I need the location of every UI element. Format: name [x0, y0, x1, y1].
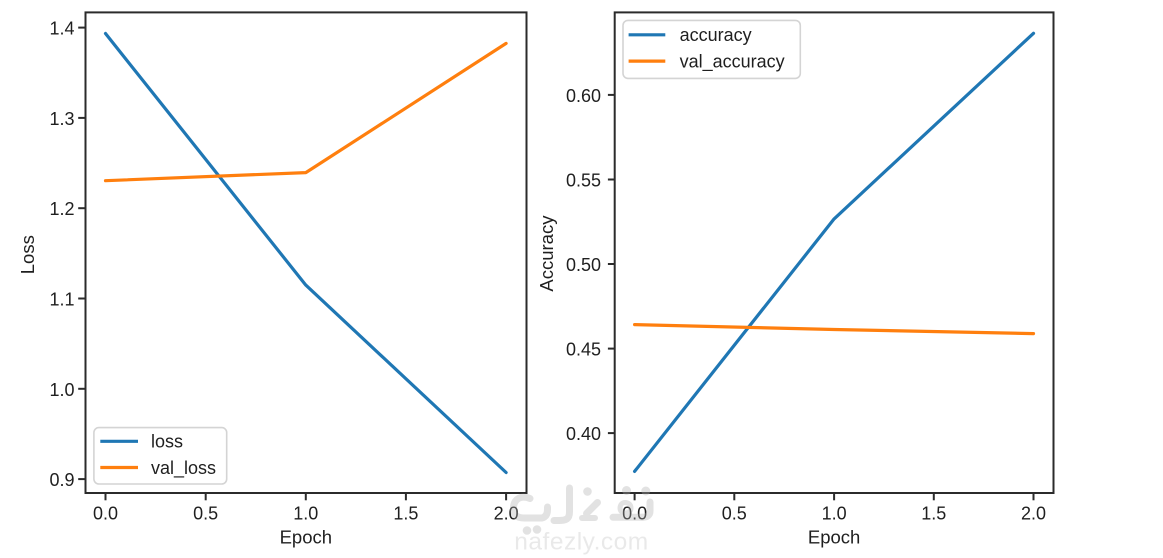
svg-text:1.4: 1.4	[49, 19, 74, 39]
svg-text:loss: loss	[151, 432, 183, 452]
svg-text:1.3: 1.3	[49, 109, 74, 129]
svg-text:1.0: 1.0	[822, 504, 847, 524]
svg-text:Loss: Loss	[17, 235, 38, 274]
svg-text:0.0: 0.0	[93, 504, 118, 524]
svg-text:0.55: 0.55	[566, 171, 601, 191]
svg-text:0.45: 0.45	[566, 340, 601, 360]
svg-text:1.0: 1.0	[293, 504, 318, 524]
svg-text:1.0: 1.0	[49, 380, 74, 400]
svg-text:val_accuracy: val_accuracy	[680, 51, 785, 72]
svg-text:2.0: 2.0	[1021, 504, 1046, 524]
svg-text:nafezly.com: nafezly.com	[514, 529, 648, 556]
svg-text:0.50: 0.50	[566, 255, 601, 275]
svg-text:1.5: 1.5	[921, 504, 946, 524]
svg-text:1.5: 1.5	[393, 504, 418, 524]
svg-text:2.0: 2.0	[494, 504, 519, 524]
svg-text:Accuracy: Accuracy	[536, 215, 557, 292]
svg-text:0.9: 0.9	[49, 470, 74, 490]
svg-text:accuracy: accuracy	[680, 25, 752, 45]
svg-text:Epoch: Epoch	[280, 527, 332, 548]
svg-text:0.0: 0.0	[622, 504, 647, 524]
svg-text:0.60: 0.60	[566, 86, 601, 106]
svg-text:0.40: 0.40	[566, 424, 601, 444]
svg-text:val_loss: val_loss	[151, 458, 216, 479]
svg-text:1.1: 1.1	[49, 290, 74, 310]
svg-text:1.2: 1.2	[49, 199, 74, 219]
svg-text:Epoch: Epoch	[808, 527, 860, 548]
svg-text:0.5: 0.5	[722, 504, 747, 524]
svg-text:0.5: 0.5	[193, 504, 218, 524]
